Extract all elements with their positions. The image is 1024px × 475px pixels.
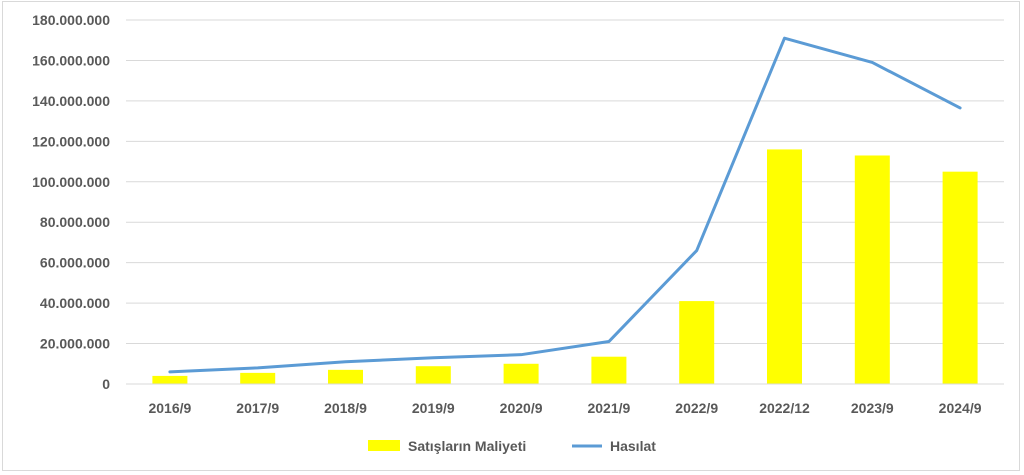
legend: Satışların Maliyeti Hasılat <box>368 438 656 454</box>
x-tick-label: 2021/9 <box>587 400 630 416</box>
bar <box>240 372 276 384</box>
bar <box>767 149 802 384</box>
x-tick-label: 2018/9 <box>324 400 367 416</box>
bar <box>679 301 715 384</box>
x-tick-label: 2022/9 <box>675 400 718 416</box>
y-tick-label: 180.000.000 <box>32 12 110 28</box>
bar <box>415 366 451 384</box>
y-tick-label: 160.000.000 <box>32 52 110 68</box>
bar <box>152 375 188 384</box>
bar <box>942 171 978 384</box>
legend-bar-swatch <box>368 440 400 451</box>
y-tick-label: 140.000.000 <box>32 93 110 109</box>
y-tick-label: 0 <box>102 376 110 392</box>
x-tick-label: 2020/9 <box>500 400 543 416</box>
x-tick-label: 2019/9 <box>412 400 455 416</box>
x-tick-label: 2024/9 <box>939 400 982 416</box>
y-axis-ticks: 0 20.000.000 40.000.000 60.000.000 80.000.00… <box>32 12 110 392</box>
bar <box>854 155 890 384</box>
x-tick-label: 2023/9 <box>851 400 894 416</box>
bar <box>591 356 627 384</box>
y-tick-label: 100.000.000 <box>32 174 110 190</box>
line-series <box>168 36 962 374</box>
y-tick-label: 80.000.000 <box>40 214 110 230</box>
y-tick-label: 20.000.000 <box>40 336 110 352</box>
x-axis-ticks: 2016/9 2017/9 2018/9 2019/9 2020/9 2021/9 2022… <box>148 400 981 416</box>
x-tick-label: 2022/12 <box>759 400 810 416</box>
legend-bar-label: Satışların Maliyeti <box>408 438 526 454</box>
bar <box>503 363 539 384</box>
legend-line-label: Hasılat <box>610 438 656 454</box>
x-tick-label: 2016/9 <box>148 400 191 416</box>
bar <box>328 369 363 384</box>
x-tick-label: 2017/9 <box>236 400 279 416</box>
y-tick-label: 120.000.000 <box>32 133 110 149</box>
bar-series <box>152 149 978 384</box>
y-tick-label: 40.000.000 <box>40 295 110 311</box>
y-tick-label: 60.000.000 <box>40 255 110 271</box>
